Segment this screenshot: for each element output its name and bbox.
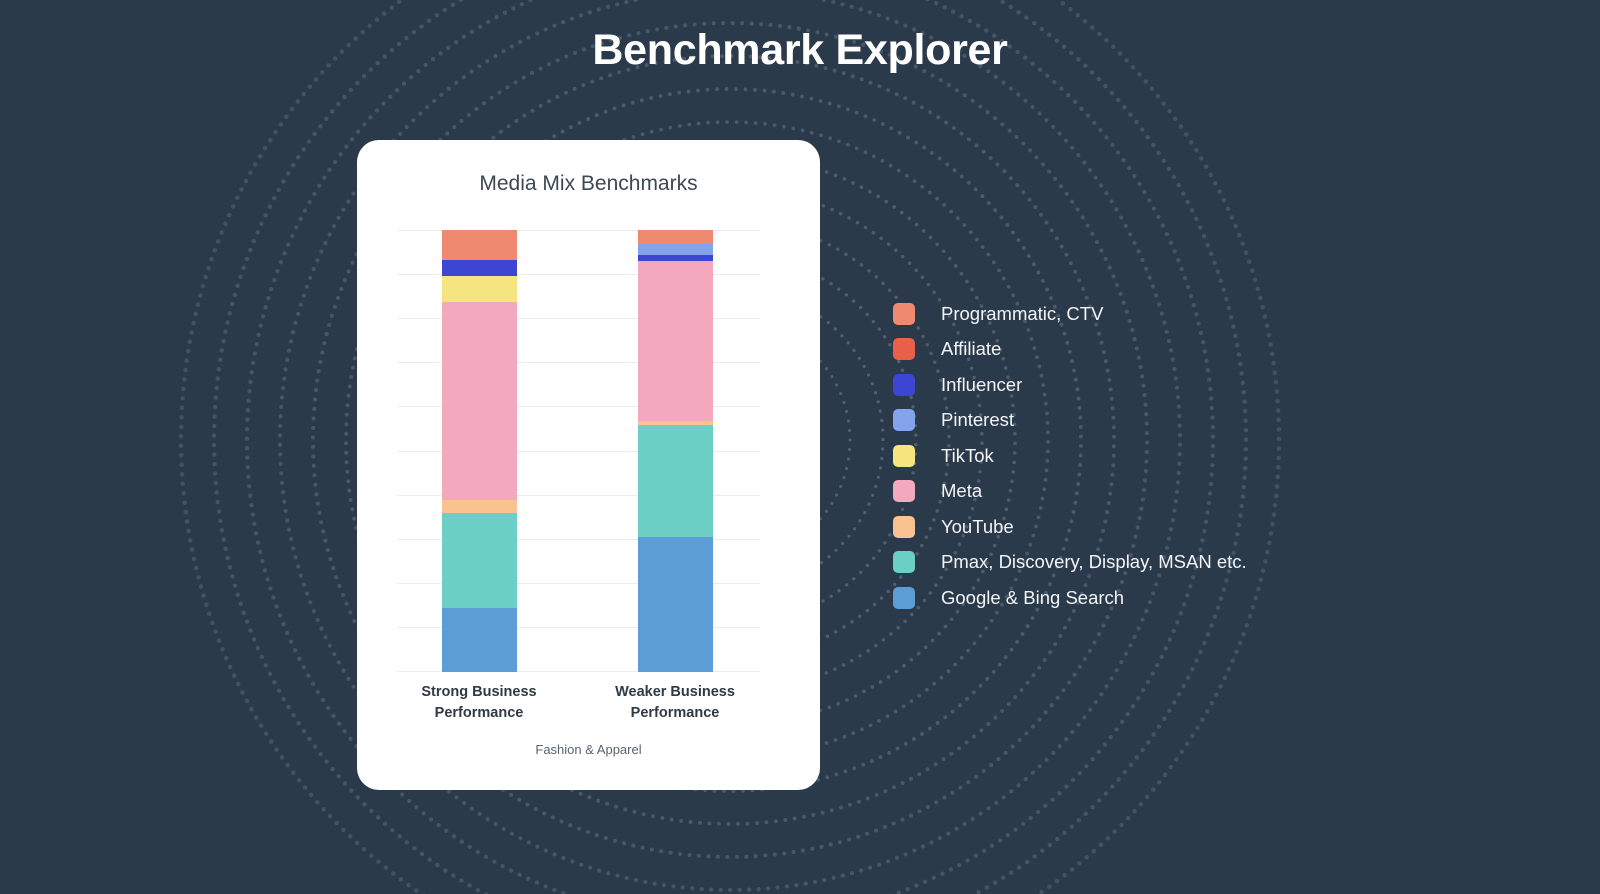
bar-segment[interactable] [442,276,517,302]
bar-segment[interactable] [638,537,713,672]
stacked-bar-strong[interactable] [442,230,517,672]
x-axis-label-weaker-line2: Performance [630,704,720,721]
legend-swatch-icon [893,515,915,538]
legend-item-label: Meta [941,480,983,502]
x-axis-label-strong-line1: Strong Business [421,684,537,700]
legend-swatch-icon [893,551,915,574]
bar-segment[interactable] [442,301,517,500]
legend-item-label: Pinterest [941,409,1015,431]
legend-item[interactable]: Affiliate [893,332,1247,368]
chart-legend: Programmatic, CTV Affiliate Influencer Pint… [893,296,1247,616]
legend-item[interactable]: YouTube [893,509,1247,545]
legend-item[interactable]: Pinterest [893,403,1247,439]
legend-item-label: YouTube [941,515,1014,537]
legend-item-label: TikTok [941,444,994,466]
x-axis-label-weaker: Weaker Business Performance [585,682,765,723]
legend-item[interactable]: Programmatic, CTV [893,296,1247,332]
bar-segment[interactable] [638,255,713,262]
legend-swatch-icon [893,480,915,503]
legend-swatch-icon [893,338,915,361]
legend-swatch-icon [893,302,915,325]
chart-footer-note: Fashion & Apparel [535,742,642,757]
stacked-bar-weaker[interactable] [638,230,713,672]
bar-segment[interactable] [638,425,713,538]
legend-item-label: Google & Bing Search [941,586,1125,608]
legend-swatch-icon [893,444,915,467]
gridline [397,362,760,363]
bar-segment[interactable] [442,607,517,672]
legend-item-label: Affiliate [941,338,1002,360]
bar-segment[interactable] [442,230,517,260]
legend-item-label: Influencer [941,373,1023,395]
legend-item[interactable]: Influencer [893,367,1247,403]
legend-item[interactable]: TikTok [893,438,1247,474]
x-axis-label-weaker-line1: Weaker Business [615,684,735,700]
bar-segment[interactable] [638,421,713,426]
x-axis-label-strong-line2: Performance [434,704,524,721]
bar-segment[interactable] [442,512,517,608]
gridline [397,406,760,407]
bar-segment[interactable] [638,261,713,422]
gridline [397,627,760,628]
legend-item-label: Pmax, Discovery, Display, MSAN etc. [941,551,1247,573]
gridline [397,451,760,452]
gridline [397,274,760,275]
bar-segment[interactable] [442,259,517,277]
legend-item[interactable]: Meta [893,474,1247,510]
chart-title: Media Mix Benchmarks [479,172,698,195]
legend-swatch-icon [893,373,915,396]
chart-plot-area: Strong Business Performance Weaker Busin… [397,230,760,721]
gridline [397,230,760,231]
gridline [397,495,760,496]
gridline [397,671,760,672]
legend-swatch-icon [893,409,915,432]
bar-segment[interactable] [638,244,713,256]
chart-card: Media Mix Benchmarks Strong Business Per… [357,140,820,790]
gridline [397,583,760,584]
legend-swatch-icon [893,586,915,609]
legend-item[interactable]: Google & Bing Search [893,580,1247,616]
page-title: Benchmark Explorer [592,26,1008,74]
bar-segment[interactable] [442,499,517,513]
x-axis-label-strong: Strong Business Performance [389,682,569,723]
gridline [397,318,760,319]
gridline [397,539,760,540]
legend-item-label: Programmatic, CTV [941,302,1104,324]
legend-item[interactable]: Pmax, Discovery, Display, MSAN etc. [893,545,1247,581]
bar-segment[interactable] [638,230,713,245]
